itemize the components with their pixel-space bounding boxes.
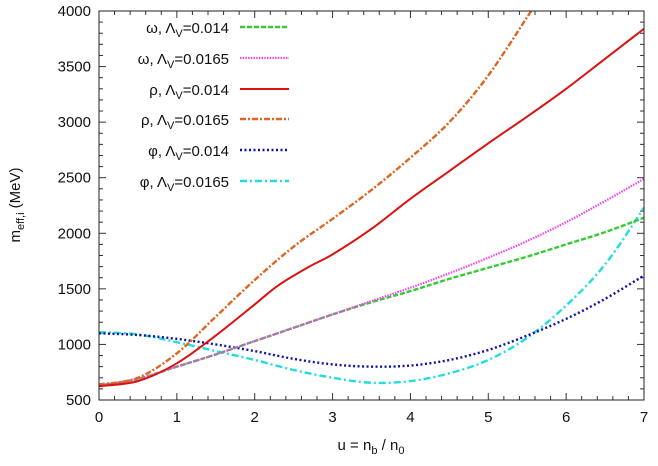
legend-label-sub: V: [167, 182, 175, 194]
series-line-2: [99, 27, 644, 388]
y-label-part: m: [7, 230, 24, 243]
legend-label-suffix: =0.014: [183, 143, 229, 160]
x-tick-label: 7: [640, 409, 648, 426]
x-label-part: / n: [377, 437, 398, 454]
y-label-part: (MeV): [7, 167, 24, 212]
y-label-sub: eff,i: [15, 212, 27, 230]
legend-label-suffix: =0.0165: [174, 174, 229, 191]
legend-item: ω, ΛV=0.0165: [138, 51, 289, 71]
x-tick-label: 0: [95, 409, 103, 426]
y-axis-label: meff,i (MeV): [7, 167, 27, 242]
legend-label-suffix: =0.0165: [174, 112, 229, 129]
y-tick-label: 2000: [58, 225, 91, 242]
legend-label-sub: V: [175, 90, 183, 102]
y-tick-label: 4000: [58, 3, 91, 20]
legend-item: φ, ΛV=0.0165: [140, 174, 289, 194]
series-line-4: [99, 274, 644, 368]
series-line-1: [99, 177, 644, 387]
legend-label: ω, ΛV=0.0165: [138, 51, 229, 71]
legend-item: ρ, ΛV=0.0165: [141, 112, 289, 132]
legend-label-suffix: =0.014: [183, 20, 229, 37]
legend-label-sub: V: [167, 120, 175, 132]
x-tick-label: 5: [484, 409, 492, 426]
legend-label-suffix: =0.0165: [174, 51, 229, 68]
y-tick-label: 3000: [58, 114, 91, 131]
legend-label-prefix: φ, Λ: [140, 174, 167, 191]
legend-label-sub: V: [175, 28, 183, 40]
y-tick-label: 2500: [58, 170, 91, 187]
x-tick-label: 2: [251, 409, 259, 426]
legend-item: φ, ΛV=0.014: [148, 143, 289, 163]
x-tick-label: 4: [406, 409, 414, 426]
legend-label: ω, ΛV=0.014: [146, 20, 229, 40]
y-tick-label: 1000: [58, 336, 91, 353]
y-tick-label: 1500: [58, 281, 91, 298]
x-tick-label: 6: [562, 409, 570, 426]
legend-item: ρ, ΛV=0.014: [149, 82, 289, 102]
legend-label-prefix: ω, Λ: [138, 51, 167, 68]
legend-label: φ, ΛV=0.014: [148, 143, 229, 163]
y-tick-label: 3500: [58, 59, 91, 76]
legend-item: ω, ΛV=0.014: [146, 20, 289, 40]
x-label-part: u = n: [338, 437, 372, 454]
legend-label-suffix: =0.014: [183, 82, 229, 99]
legend-label: ρ, ΛV=0.014: [149, 82, 229, 102]
series-line-5: [99, 207, 644, 385]
legend-label-sub: V: [167, 59, 175, 71]
x-axis-label: u = nb / n0: [338, 437, 405, 457]
legend-label-prefix: φ, Λ: [148, 143, 175, 160]
x-tick-label: 3: [328, 409, 336, 426]
y-tick-label: 500: [66, 392, 91, 409]
legend-label-prefix: ρ, Λ: [149, 82, 175, 99]
x-tick-label: 1: [173, 409, 181, 426]
axis-ticks: 0 1 2 3 4 5 6 7 500 1000 1500 2000 2500 3000 3500 4000: [58, 3, 649, 426]
legend-label-sub: V: [175, 151, 183, 163]
legend-label-prefix: ω, Λ: [146, 20, 175, 37]
legend-label-prefix: ρ, Λ: [141, 112, 167, 129]
plot-frame: [98, 10, 645, 401]
series-lines: [99, 11, 644, 388]
x-label-sub: b: [371, 445, 377, 457]
legend-label: φ, ΛV=0.0165: [140, 174, 229, 194]
legend-label: ρ, ΛV=0.0165: [141, 112, 229, 132]
x-label-sub: 0: [398, 445, 404, 457]
